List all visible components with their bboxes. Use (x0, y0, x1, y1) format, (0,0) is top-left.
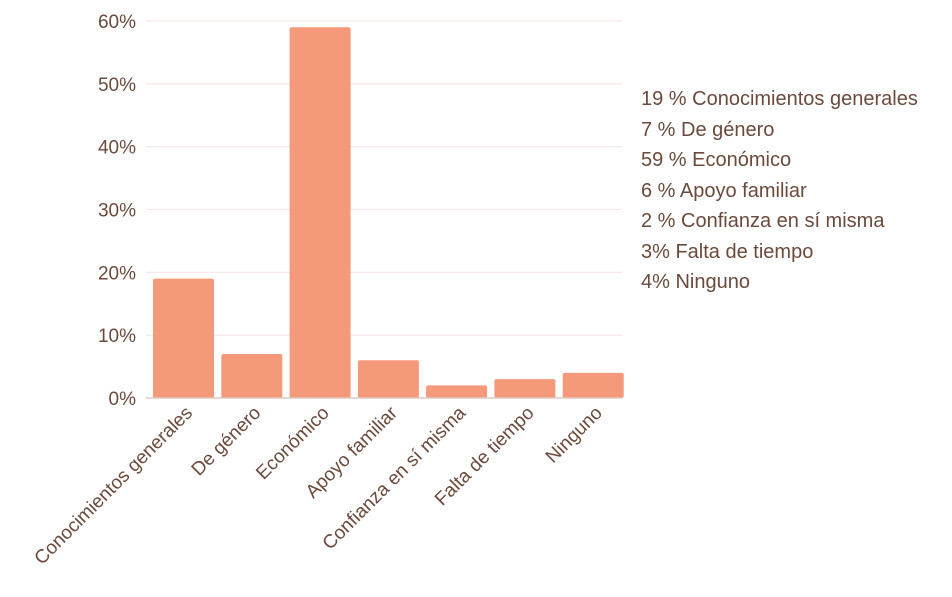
bar (426, 385, 488, 398)
bar (153, 278, 214, 398)
annotation-list: 19 % Conocimientos generales 7 % De géne… (641, 84, 918, 298)
annotation-item: 19 % Conocimientos generales (641, 88, 918, 110)
annotation-item: 59 % Económico (641, 149, 792, 171)
bars (153, 27, 624, 399)
annotation-item: 7 % De género (641, 118, 775, 141)
x-tick-label: Ninguno (542, 403, 607, 468)
x-tick-label: Conocimientos generales (31, 403, 197, 569)
bar (357, 360, 419, 398)
grid-lines (146, 20, 622, 336)
bar (289, 27, 351, 399)
annotation-item: 4% Ninguno (641, 271, 750, 293)
bar (562, 372, 624, 398)
y-tick-label: 0% (109, 389, 137, 410)
y-tick-label: 40% (98, 138, 136, 159)
y-tick-label: 10% (98, 326, 136, 347)
y-axis-ticks: 0% 10% 20% 30% 40% 50% 60% (98, 12, 136, 410)
y-tick-label: 20% (98, 263, 136, 284)
annotation-item: 2 % Confianza en sí misma (641, 210, 885, 232)
y-tick-label: 60% (98, 12, 136, 33)
annotation-item: 3% Falta de tiempo (641, 240, 814, 263)
bar (221, 354, 283, 398)
bar (494, 379, 556, 398)
y-tick-label: 50% (98, 75, 136, 96)
y-tick-label: 30% (98, 201, 136, 222)
annotation-item: 6 % Apoyo familiar (641, 179, 807, 202)
